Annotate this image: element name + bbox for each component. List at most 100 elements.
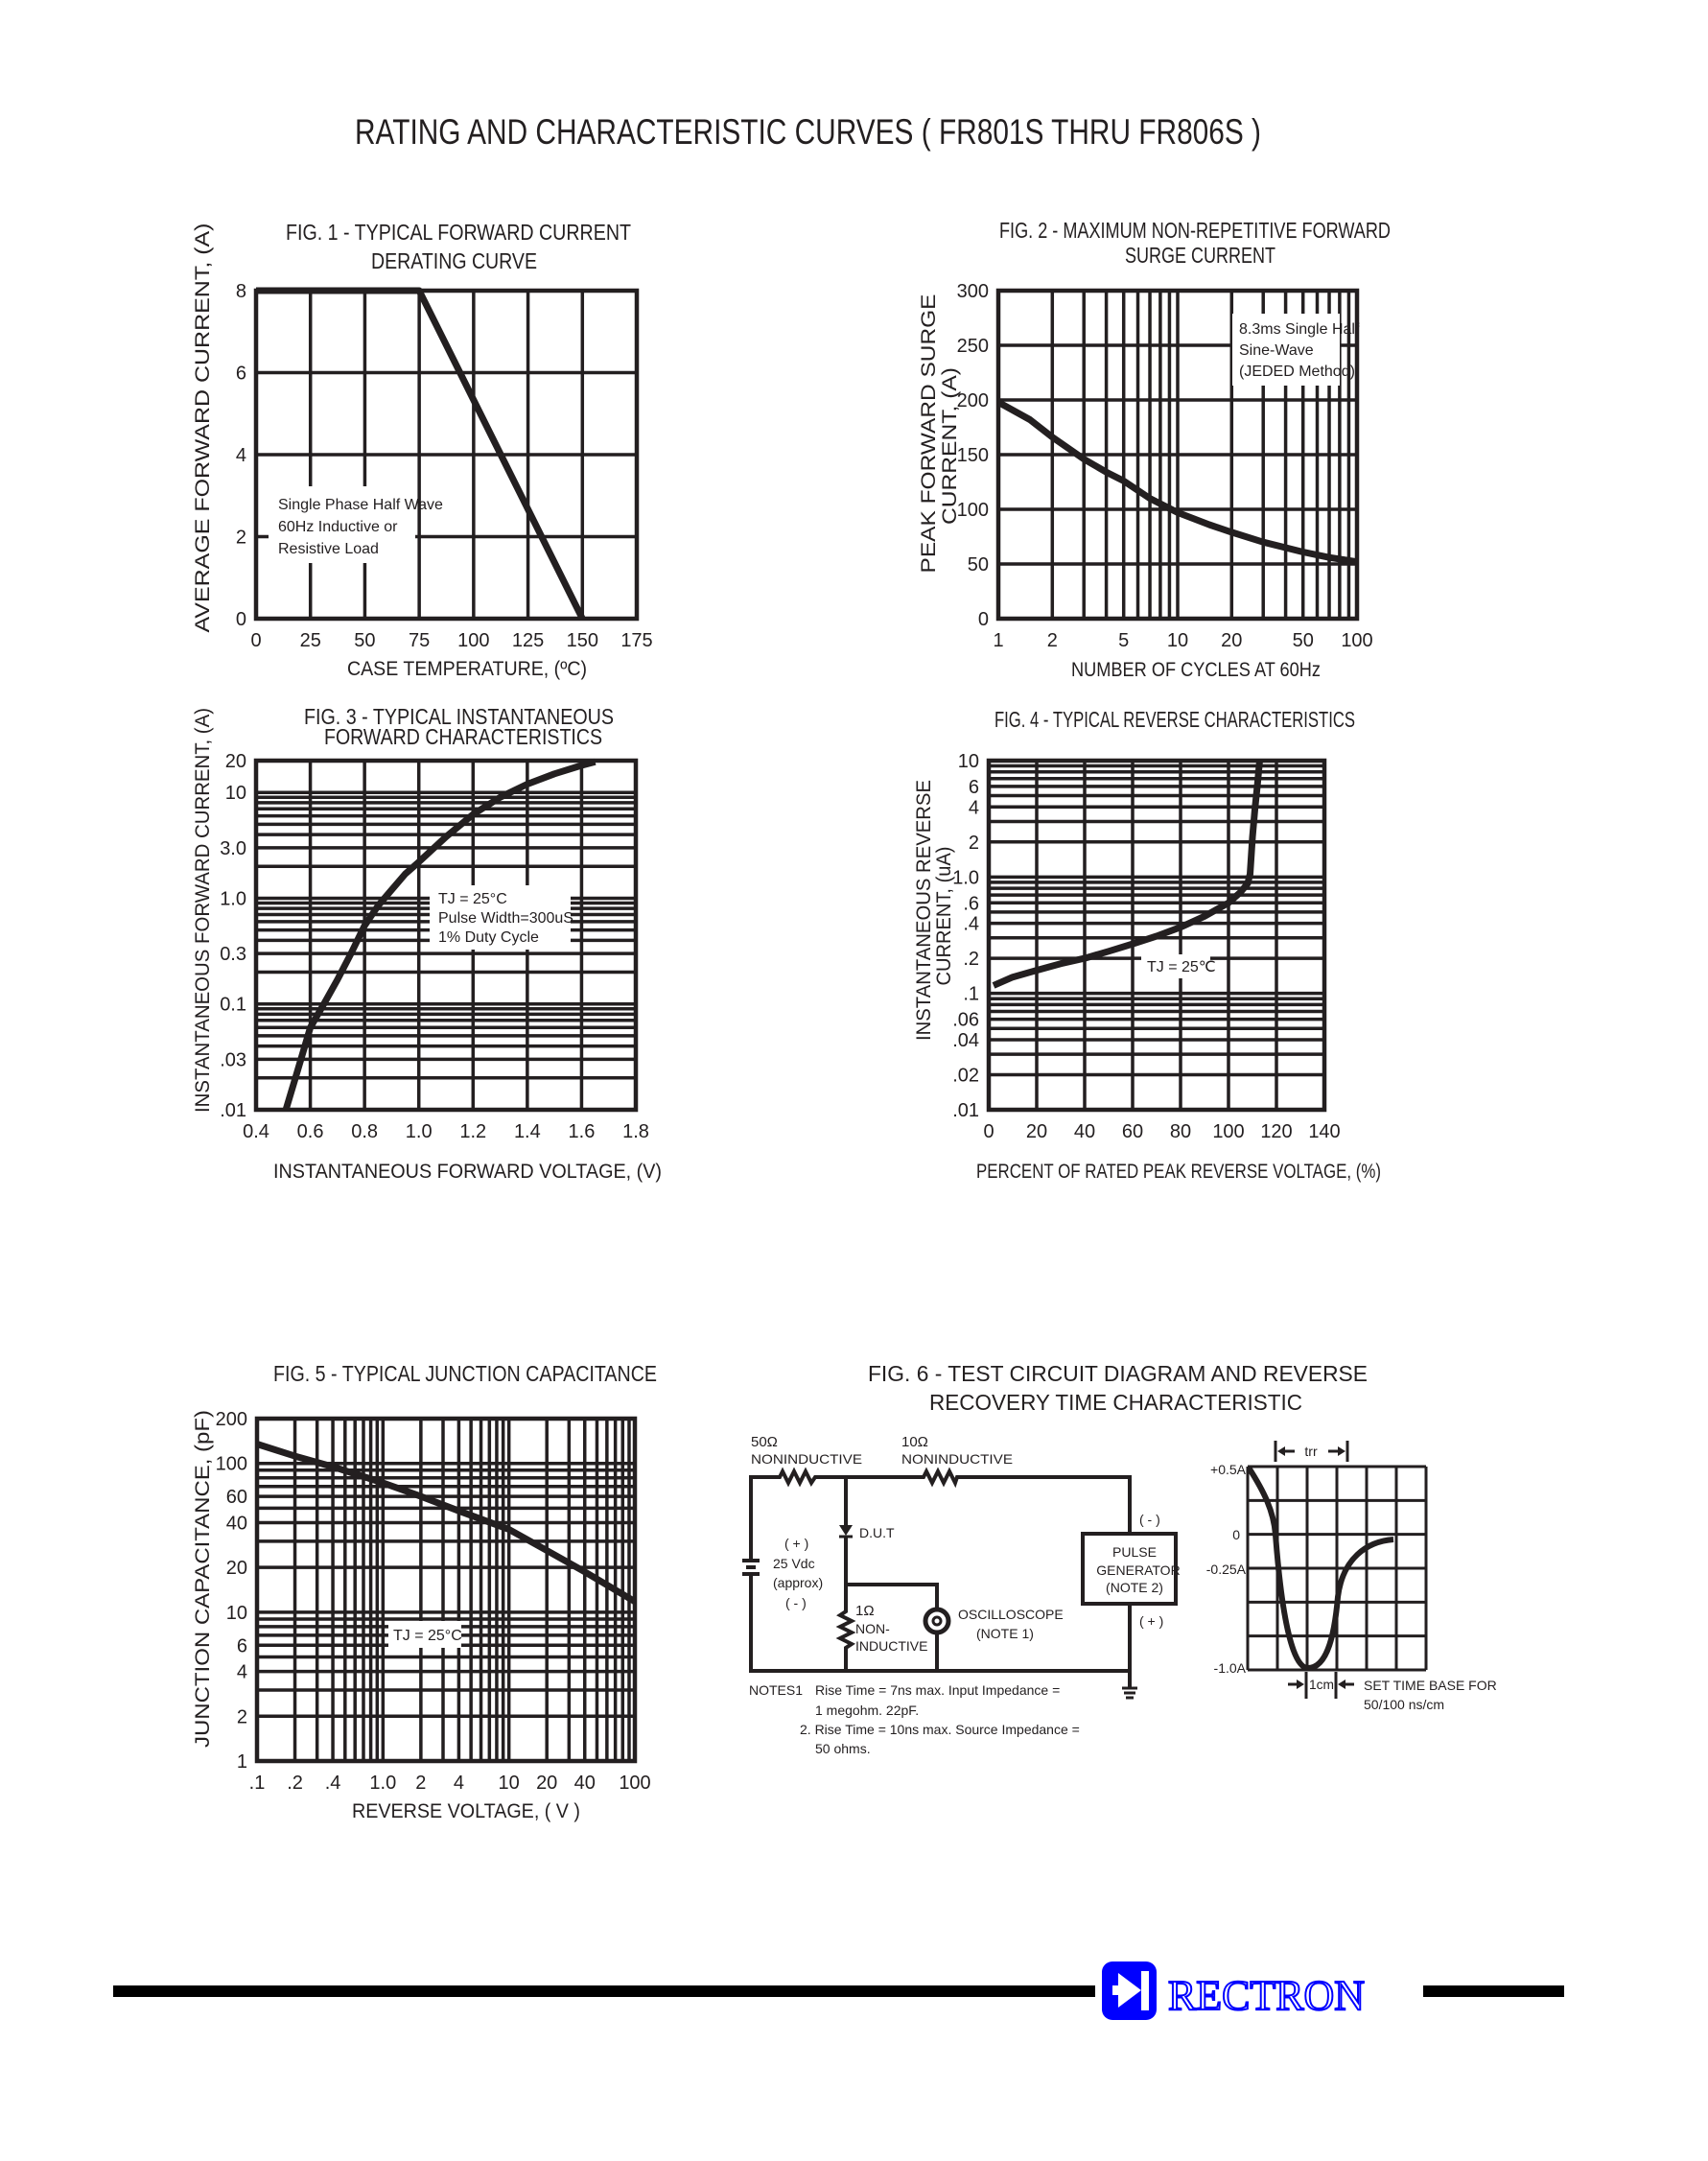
note-2b: 50 ohms. xyxy=(815,1741,871,1756)
x-tick-label: .1 xyxy=(249,1773,266,1794)
circuit-notes: NOTES1 Rise Time = 7ns max. Input Impeda… xyxy=(749,1682,1080,1756)
dut-label: D.U.T xyxy=(859,1525,895,1540)
y-tick-label: 300 xyxy=(957,281,989,302)
y-tick-label: 4 xyxy=(237,1662,247,1683)
fig6-title-line1: FIG. 6 - TEST CIRCUIT DIAGRAM AND REVERS… xyxy=(868,1361,1368,1386)
y-tick-label: .6 xyxy=(963,893,979,914)
plot-frame xyxy=(995,288,1360,622)
r3-type-1: NON- xyxy=(855,1621,890,1636)
x-tick-label: 0.6 xyxy=(297,1121,324,1142)
x-tick-label: 80 xyxy=(1170,1121,1191,1142)
annotation-text: TJ = 25°C xyxy=(393,1628,462,1644)
plot-frame xyxy=(253,758,639,1113)
cm-bracket xyxy=(1288,1672,1354,1699)
x-tick-label: 140 xyxy=(1308,1121,1340,1142)
x-tick-label: 1.0 xyxy=(406,1121,433,1142)
y-tick-label: 4 xyxy=(236,445,246,466)
fig4-ylabel-line1: INSTANTANEOUS REVERSE xyxy=(913,780,935,1041)
y-tick-label: 0 xyxy=(978,609,989,630)
x-tick-label: 0.8 xyxy=(351,1121,378,1142)
annotation-text: TJ = 25℃ xyxy=(1147,959,1216,975)
r3-value: 1Ω xyxy=(855,1603,875,1619)
y-tick-label: 20 xyxy=(226,1558,247,1579)
fig4-xlabel: PERCENT OF RATED PEAK REVERSE VOLTAGE, (… xyxy=(976,1161,1381,1183)
battery-minus: ( - ) xyxy=(785,1595,807,1610)
fig1-title-line1: FIG. 1 - TYPICAL FORWARD CURRENT xyxy=(286,220,631,245)
x-tick-label: 1.6 xyxy=(569,1121,596,1142)
trr-label: trr xyxy=(1304,1444,1318,1459)
annotation-box xyxy=(388,1621,461,1648)
battery-plus: ( + ) xyxy=(784,1536,808,1551)
fig4-title: FIG. 4 - TYPICAL REVERSE CHARACTERISTICS xyxy=(994,707,1355,732)
x-tick-label: 100 xyxy=(457,630,489,651)
x-tick-label: 5 xyxy=(1118,630,1129,651)
y-tick-label: .04 xyxy=(952,1030,979,1051)
notes-label: NOTES1 xyxy=(749,1682,803,1698)
y-tick-label: 6 xyxy=(969,777,979,798)
logo-text: RECTRON xyxy=(1168,1972,1365,2019)
plot-frame xyxy=(253,288,640,622)
fig1-xlabel: CASE TEMPERATURE, (ºC) xyxy=(347,658,587,680)
pulse-label-1: PULSE xyxy=(1112,1544,1157,1560)
x-tick-label: 1.8 xyxy=(622,1121,649,1142)
y-tick-label: .03 xyxy=(220,1049,246,1070)
y-tick-label: 10 xyxy=(226,1603,247,1624)
annotation-box xyxy=(269,486,415,563)
x-tick-label: 20 xyxy=(1026,1121,1047,1142)
y-tick-label: .02 xyxy=(952,1065,979,1086)
y-tick-label: 10 xyxy=(958,751,979,772)
r3-type-2: INDUCTIVE xyxy=(855,1638,927,1654)
y-tick-label: 150 xyxy=(957,445,989,466)
y-tick-label: 200 xyxy=(957,390,989,411)
x-tick-label: 1 xyxy=(993,630,1003,651)
plot-frame xyxy=(254,1416,638,1764)
x-tick-label: 75 xyxy=(409,630,430,651)
x-tick-label: 2 xyxy=(1047,630,1058,651)
y-tick-label: 1.0 xyxy=(952,867,979,888)
x-tick-label: 175 xyxy=(620,630,652,651)
fig2-title-line2: SURGE CURRENT xyxy=(1125,243,1275,268)
fig2-title-line1: FIG. 2 - MAXIMUM NON-REPETITIVE FORWARD xyxy=(999,218,1391,243)
fig2-ylabel-line1: PEAK FORWARD SURGE xyxy=(918,294,940,574)
y-tick-label: 6 xyxy=(236,364,246,385)
footer-rule-right xyxy=(1423,1985,1564,1997)
annotation-box xyxy=(1141,954,1210,978)
fig1-title-line2: DERATING CURVE xyxy=(371,248,537,273)
y-tick-label: 2 xyxy=(969,833,979,854)
pulse-label-3: (NOTE 2) xyxy=(1106,1580,1163,1595)
fig6: FIG. 6 - TEST CIRCUIT DIAGRAM AND REVERS… xyxy=(742,1361,1497,1756)
y-tick-label: 10 xyxy=(225,783,246,804)
fig2-plot: 8.3ms Single Half Sine-Wave (JEDED Method)… xyxy=(957,281,1373,651)
battery-approx: (approx) xyxy=(773,1575,823,1590)
annotation-text: Sine-Wave xyxy=(1239,342,1314,359)
x-tick-label: 50 xyxy=(1293,630,1314,651)
note-1a: Rise Time = 7ns max. Input Impedance = xyxy=(815,1682,1060,1698)
y-tick-label: 40 xyxy=(226,1513,247,1534)
diode-icon xyxy=(839,1525,853,1539)
diode-icon xyxy=(1112,1971,1149,2010)
x-tick-label: 1.4 xyxy=(514,1121,541,1142)
footer-rule-left xyxy=(113,1985,1095,1997)
x-tick-label: 125 xyxy=(512,630,544,651)
x-tick-label: 25 xyxy=(300,630,321,651)
annotation-text: 8.3ms Single Half xyxy=(1239,321,1360,338)
y-tick-label: .4 xyxy=(963,914,979,935)
y-tick-label: 4 xyxy=(969,797,979,818)
plot-frame xyxy=(986,758,1327,1113)
fig5-plot: TJ = 25°C .1 .2 .4 1.0 2 4 10 20 40 100 1 2 4 6 10 20 40 6… xyxy=(216,1409,651,1794)
x-tick-label: 10 xyxy=(499,1773,520,1794)
y-tick-label: 100 xyxy=(957,500,989,521)
charts-layer: Single Phase Half Wave 60Hz Inductive or R… xyxy=(216,281,1373,1794)
cm-label: 1cm xyxy=(1309,1677,1334,1692)
x-tick-label: .4 xyxy=(325,1773,341,1794)
fig2: FIG. 2 - MAXIMUM NON-REPETITIVE FORWARD … xyxy=(918,218,1391,681)
y-tick-label: 1.0 xyxy=(220,888,246,909)
waveform-grid xyxy=(1246,1465,1428,1672)
fig5-ylabel: JUNCTION CAPACITANCE, (pF) xyxy=(192,1410,214,1748)
fig2-xlabel: NUMBER OF CYCLES AT 60Hz xyxy=(1071,659,1321,681)
annotation-text: Single Phase Half Wave xyxy=(278,497,443,513)
y-tick-label: 50 xyxy=(968,554,989,575)
pulse-label-2: GENERATOR xyxy=(1096,1562,1180,1578)
